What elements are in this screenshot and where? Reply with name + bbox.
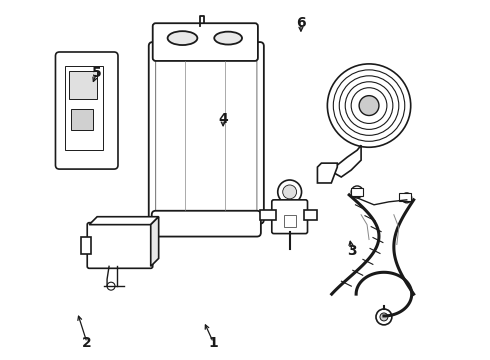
Circle shape [380, 313, 388, 321]
Ellipse shape [214, 32, 242, 45]
Bar [70, 71, 97, 99]
Bar [284, 215, 295, 227]
FancyBboxPatch shape [152, 211, 261, 237]
Text: 4: 4 [218, 112, 228, 126]
Ellipse shape [168, 31, 197, 45]
Circle shape [351, 186, 363, 198]
Bar [81, 237, 91, 255]
Circle shape [351, 88, 387, 123]
Bar [351, 188, 363, 196]
FancyBboxPatch shape [153, 23, 258, 61]
Polygon shape [89, 217, 159, 225]
Polygon shape [334, 145, 361, 177]
Text: 3: 3 [347, 244, 357, 258]
Text: 6: 6 [296, 16, 306, 30]
Polygon shape [318, 163, 337, 183]
FancyBboxPatch shape [149, 42, 264, 224]
Circle shape [327, 64, 411, 147]
Bar [260, 210, 276, 220]
Circle shape [278, 180, 301, 204]
Bar [399, 193, 411, 201]
FancyBboxPatch shape [87, 223, 153, 268]
Bar [303, 210, 318, 220]
Circle shape [376, 309, 392, 325]
Polygon shape [151, 217, 159, 266]
FancyBboxPatch shape [156, 49, 257, 217]
Text: 1: 1 [209, 336, 218, 350]
Circle shape [333, 70, 405, 141]
Circle shape [339, 76, 399, 135]
Circle shape [107, 282, 115, 290]
Circle shape [402, 193, 412, 203]
FancyBboxPatch shape [55, 52, 118, 169]
Bar [72, 109, 93, 130]
Text: 5: 5 [92, 66, 101, 80]
FancyBboxPatch shape [272, 200, 308, 234]
Circle shape [283, 185, 296, 199]
Circle shape [359, 96, 379, 116]
Circle shape [345, 82, 393, 129]
Text: 2: 2 [82, 336, 92, 350]
Bar [65, 66, 103, 150]
